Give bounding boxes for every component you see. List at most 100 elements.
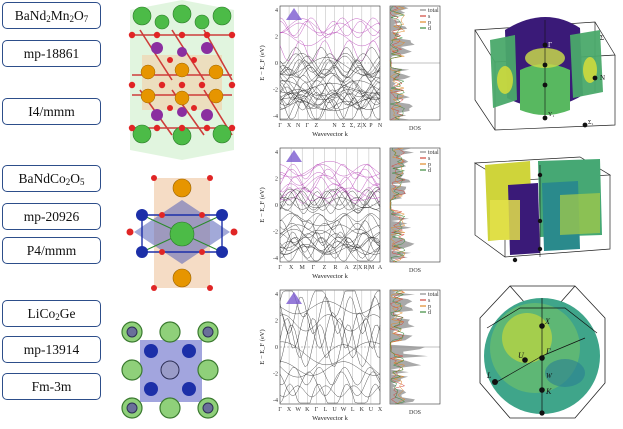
space-group-label-3: Fm-3m — [2, 373, 101, 400]
kpoint-label: K — [305, 407, 310, 413]
color-triangle-inset — [286, 150, 302, 162]
kpoint-label: R|M — [364, 265, 375, 271]
band-line — [279, 244, 381, 262]
formula-text: BaNdCo2O5 — [18, 170, 85, 187]
kpoint-label: N — [378, 123, 383, 129]
x-axis-label: Wavevector k — [312, 131, 349, 138]
dos-total-fill — [390, 290, 428, 404]
y-tick-label: -4 — [273, 398, 278, 404]
fs-label: N — [600, 74, 605, 82]
space-group-text: P4/mmm — [26, 242, 77, 258]
band-line — [279, 237, 381, 259]
band-line — [279, 233, 381, 243]
y-tick-label: -2 — [273, 372, 278, 378]
band-line — [279, 82, 381, 101]
kpoint-label: Z — [323, 265, 327, 271]
y-tick-label: 4 — [275, 150, 278, 156]
band-line — [279, 214, 381, 230]
band-line — [279, 18, 381, 35]
kpoint-label: P — [369, 123, 373, 129]
dos-projected-line — [390, 147, 406, 263]
band-line — [279, 222, 381, 238]
formula-label-3: LiCo2Ge — [2, 300, 101, 327]
band-line — [279, 92, 381, 111]
formula-text: LiCo2Ge — [27, 305, 76, 322]
kpoint-label: L — [324, 407, 328, 413]
legend-label: p — [428, 20, 431, 26]
kpoint-label: Σ₁ — [350, 123, 356, 129]
band-line — [279, 188, 381, 213]
kpoint-label: Z|X — [357, 123, 367, 129]
crystal-structure-1 — [128, 0, 236, 160]
y-tick-label: -4 — [273, 256, 278, 262]
dos-projected-line — [389, 289, 406, 405]
crystal-structure-3 — [121, 321, 219, 419]
kpoint-label: L — [351, 407, 355, 413]
kpoint-label: Z — [315, 123, 319, 129]
band-line — [280, 361, 381, 376]
band-line — [279, 86, 381, 104]
mp-id-label-1: mp-18861 — [2, 40, 101, 67]
band-line — [279, 241, 381, 262]
band-line — [279, 92, 381, 110]
band-line — [279, 383, 381, 404]
fs-label: Σ₁ — [588, 120, 594, 126]
y-tick-label: 0 — [275, 203, 278, 209]
mp-id-text: mp-20926 — [23, 208, 80, 224]
band-line — [279, 94, 381, 106]
dos-projected-line — [389, 289, 406, 405]
mp-id-text: mp-13914 — [23, 341, 80, 357]
y-tick-label: -2 — [273, 88, 278, 94]
band-line — [279, 228, 381, 253]
formula-text: BaNd2Mn2O7 — [14, 7, 89, 24]
band-line — [279, 164, 381, 177]
dos-projected-line — [389, 5, 405, 121]
band-line — [279, 244, 381, 255]
band-line — [279, 168, 381, 193]
kpoint-label: N — [332, 123, 337, 129]
y-tick-label: 4 — [275, 292, 278, 298]
kpoint-label: A — [344, 265, 349, 271]
band-line — [279, 57, 381, 76]
dos-projected-line — [389, 5, 404, 121]
band-line — [279, 312, 381, 349]
space-group-label-2: P4/mmm — [2, 237, 101, 264]
legend-label: d — [428, 168, 431, 174]
y-tick-label: -4 — [273, 114, 278, 120]
kpoint-label: A — [378, 265, 383, 271]
kpoint-label: Γ — [278, 265, 282, 271]
legend-label: total — [428, 8, 439, 14]
band-line — [279, 53, 381, 73]
kpoint-label: R — [334, 265, 338, 271]
band-line — [279, 65, 381, 78]
crystal-structure-2 — [126, 175, 238, 291]
dos-total-fill — [390, 148, 415, 262]
space-group-label-1: I4/mmm — [2, 98, 101, 125]
formula-label-2: BaNdCo2O5 — [2, 165, 101, 192]
dos-projected-line — [389, 147, 406, 263]
band-line — [279, 187, 381, 199]
band-line — [279, 174, 381, 201]
band-structure-2: Γ X M Γ Z R A Z|X R|M A420-2-4totalspdWavevector … — [259, 147, 441, 280]
band-line — [279, 52, 381, 75]
dos-projected-line — [390, 289, 406, 405]
y-tick-label: 0 — [275, 61, 278, 67]
mp-id-label-2: mp-20926 — [2, 203, 101, 230]
band-line — [279, 89, 381, 101]
kpoint-label: Γ — [278, 123, 282, 129]
band-line — [279, 20, 381, 37]
fermi-surface-1: Γ N Σ Y₁ Σ₁ — [474, 16, 616, 131]
color-triangle-inset — [286, 292, 302, 304]
kpoint-label: Γ — [278, 407, 282, 413]
band-line — [279, 80, 381, 97]
y-axis-label: E − E_F (eV) — [259, 187, 266, 222]
fs-label: Γ — [548, 41, 552, 49]
band-line — [279, 183, 381, 202]
band-line — [279, 246, 381, 255]
band-line — [279, 76, 381, 94]
kpoint-label: M — [300, 265, 306, 271]
band-line — [279, 160, 381, 178]
band-line — [279, 191, 381, 214]
band-line — [279, 324, 381, 368]
